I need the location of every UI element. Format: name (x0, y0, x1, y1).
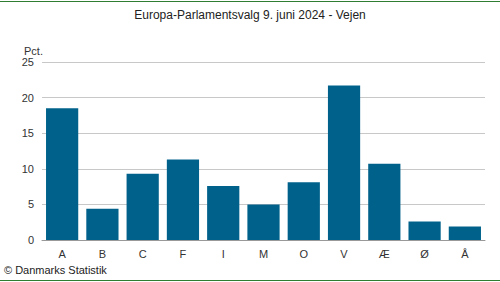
svg-text:A: A (58, 248, 66, 260)
svg-text:Å: Å (461, 248, 469, 260)
svg-text:Ø: Ø (420, 248, 429, 260)
svg-text:25: 25 (22, 56, 34, 68)
svg-text:M: M (259, 248, 268, 260)
svg-text:Pct.: Pct. (24, 45, 43, 57)
svg-text:V: V (340, 248, 348, 260)
svg-text:I: I (222, 248, 225, 260)
svg-text:F: F (180, 248, 187, 260)
svg-text:B: B (99, 248, 106, 260)
svg-text:Æ: Æ (379, 248, 390, 260)
svg-text:15: 15 (22, 127, 34, 139)
svg-text:5: 5 (28, 198, 34, 210)
svg-text:C: C (139, 248, 147, 260)
svg-text:Europa-Parlamentsvalg 9. juni: Europa-Parlamentsvalg 9. juni 2024 - Vej… (134, 8, 365, 22)
svg-text:O: O (299, 248, 308, 260)
svg-text:10: 10 (22, 163, 34, 175)
svg-text:20: 20 (22, 92, 34, 104)
svg-text:© Danmarks Statistik: © Danmarks Statistik (4, 264, 107, 276)
svg-text:0: 0 (28, 234, 34, 246)
